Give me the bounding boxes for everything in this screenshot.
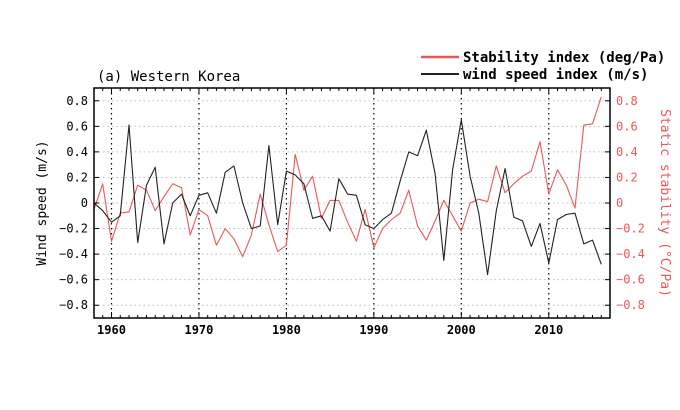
y2-axis-title: Static stability (°C/Pa) xyxy=(657,109,672,297)
y2-tick-label: −0.4 xyxy=(616,247,645,261)
series-layer xyxy=(93,96,602,276)
y-tick-label: 0.4 xyxy=(66,145,88,159)
grid-layer xyxy=(94,88,610,318)
y-tick-label: 0.6 xyxy=(66,119,88,133)
legend-label-stability: Stability index (deg/Pa) xyxy=(463,50,665,66)
x-tick-label: 2000 xyxy=(447,323,476,337)
x-tick-label: 1980 xyxy=(272,323,301,337)
y2-tick-label: 0.8 xyxy=(616,94,638,108)
y2-tick-label: 0.2 xyxy=(616,170,638,184)
y2-tick-label: −0.6 xyxy=(616,273,645,287)
x-tick-label: 2010 xyxy=(534,323,563,337)
y-tick-label: −0.2 xyxy=(59,222,88,236)
y-axis-title: Wind speed (m/s) xyxy=(35,140,50,265)
stability-index-line xyxy=(93,96,602,258)
x-tick-label: 1990 xyxy=(359,323,388,337)
y2-tick-label: 0 xyxy=(616,196,623,210)
y-tick-label: 0.8 xyxy=(66,94,88,108)
y-tick-label: 0.2 xyxy=(66,170,88,184)
wind-speed-index-line xyxy=(93,119,602,276)
x-tick-label: 1970 xyxy=(184,323,213,337)
y-tick-label: −0.6 xyxy=(59,273,88,287)
x-tick-label: 1960 xyxy=(97,323,126,337)
y-tick-label: −0.4 xyxy=(59,247,88,261)
panel-title: (a) Western Korea xyxy=(97,69,240,85)
ticks-layer: −0.8 −0.8 −0.6 −0.6 −0.4 −0.4 −0.2 −0.2 0 0 0.2 0.2… xyxy=(59,88,645,337)
y2-tick-label: 0.4 xyxy=(616,145,638,159)
legend-label-wind: wind speed index (m/s) xyxy=(463,67,648,83)
y-tick-label: −0.8 xyxy=(59,298,88,312)
y2-tick-label: 0.6 xyxy=(616,119,638,133)
y2-tick-label: −0.2 xyxy=(616,222,645,236)
y2-tick-label: −0.8 xyxy=(616,298,645,312)
legend: Stability index (deg/Pa) wind speed inde… xyxy=(421,50,665,83)
y-tick-label: 0 xyxy=(81,196,88,210)
